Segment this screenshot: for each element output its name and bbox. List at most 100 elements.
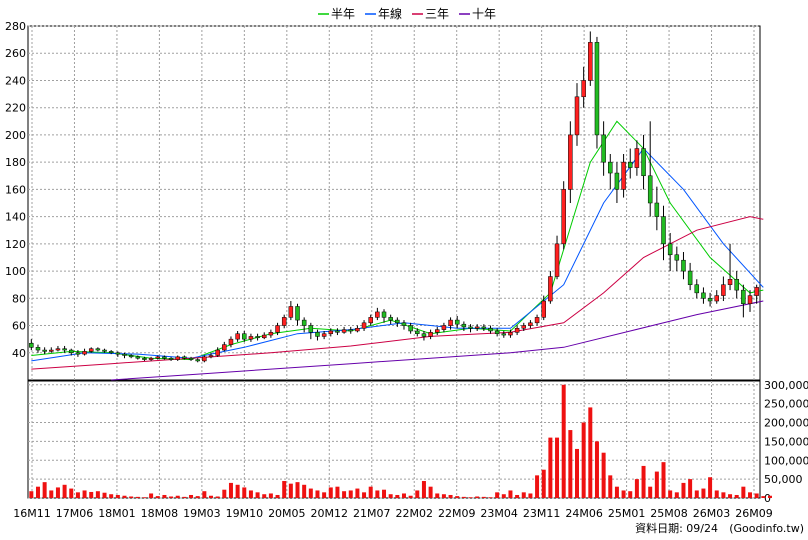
candle-body [255,336,260,339]
volume-bar [767,495,772,498]
candle-body [355,328,360,332]
volume-bar [228,482,233,498]
volume-bar [282,481,287,498]
candle-body [195,359,200,362]
volume-axis: 0 50,000 100,000 150,000 200,000 250,000 300,0… [764,379,808,505]
volume-bar [681,482,686,498]
candle-body [375,311,380,318]
x-tick-label: 19M10 [226,507,264,520]
candle-body [182,356,187,359]
volume-bar [49,490,54,498]
ma-ten-year-line [111,300,764,381]
candle-body [694,284,700,294]
candle-body [215,349,220,356]
candle-body [514,328,520,333]
legend-label-2: 三年 [425,7,449,21]
candle-body [275,325,280,333]
candle-body [481,326,487,329]
volume-bars [29,384,772,498]
candle-body [561,189,566,245]
volume-bar [295,482,300,498]
price-tick-label: 240 [5,74,26,87]
candle-body [408,325,413,332]
volume-bar [741,486,746,498]
volume-bar [754,493,759,498]
candle-body [142,357,147,360]
volume-bar [628,491,633,498]
candle-body [295,306,300,321]
volume-panel-frame [27,380,761,499]
candle-body [647,175,653,204]
price-tick-label: 180 [5,156,26,169]
candle-body [754,287,759,296]
volume-bar [581,422,586,498]
candle-body [102,349,107,352]
volume-bar [388,494,393,498]
volume-bar [155,496,160,498]
volume-bar [441,494,446,498]
candle-body [368,317,373,324]
price-tick-label: 120 [5,238,26,251]
candle-body [248,336,254,340]
x-tick-label: 21M07 [353,507,391,520]
x-tick-label: 18M08 [141,507,179,520]
volume-bar [688,479,693,498]
volume-bar [601,452,606,498]
volume-bar [421,481,426,498]
candle-body [335,330,340,333]
volume-bar [162,494,167,498]
x-tick-label: 22M02 [395,507,433,520]
volume-bar [202,491,207,498]
candle-body [601,134,606,163]
candle-body [548,276,553,302]
volume-bar [401,493,406,498]
volume-bar [535,475,540,498]
volume-bar [382,489,387,498]
volume-bar [169,496,174,498]
volume-bar [488,497,493,498]
volume-bar [268,493,273,498]
volume-bar [415,490,420,498]
candle-body [301,319,307,326]
candle-body [148,357,154,360]
candle-body [608,161,613,174]
candle-body [29,342,34,348]
price-grid [28,25,760,380]
volume-bar [129,496,134,498]
volume-bar [761,496,766,498]
volume-bar [734,494,739,498]
candle-body [528,322,533,326]
volume-bar [328,487,333,498]
candle-body [242,333,247,340]
candle-body [49,349,54,352]
chart-legend: 半年 年線 三年 十年 [318,6,496,21]
volume-bar [641,465,646,498]
x-tick-label: 23M04 [480,507,518,520]
candle-body [35,347,41,351]
volume-bar [375,490,380,498]
candle-body [108,351,114,354]
volume-bar [215,496,220,498]
volume-bar [115,494,120,498]
volume-bar [594,441,599,498]
volume-bar [348,490,353,498]
candle-body [674,254,680,261]
candle-body [328,330,334,334]
candle-body [428,332,433,337]
candle-body [321,333,327,337]
volume-bar [235,484,240,498]
candle-body [415,330,420,334]
volume-tick-label: 200,000 [764,417,808,430]
candle-body [508,332,513,336]
candle-body [222,344,227,351]
candle-body [401,322,407,326]
volume-bar [315,490,320,498]
candle-body [341,329,347,333]
candle-body [661,216,666,245]
candle-body [162,356,167,359]
volume-bar [475,496,480,498]
candle-body [288,306,294,318]
volume-bar [69,488,74,498]
candle-body [747,295,753,305]
candle-body [388,317,393,321]
